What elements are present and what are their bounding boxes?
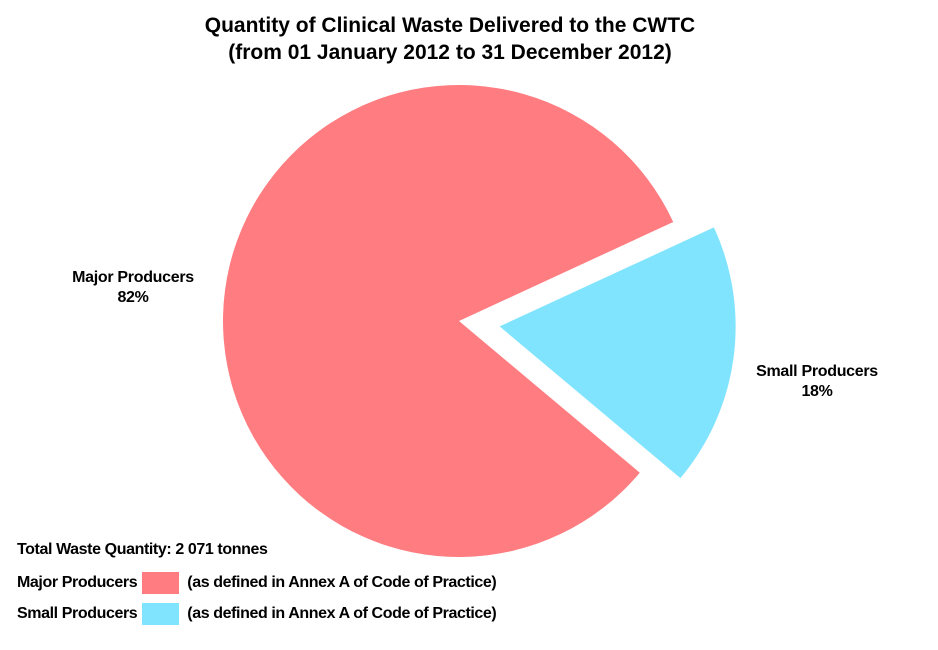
- legend-item-small: Small Producers (as defined in Annex A o…: [17, 603, 497, 625]
- label-major: Major Producers 82%: [50, 268, 216, 308]
- total-quantity: Total Waste Quantity: 2 071 tonnes: [17, 541, 268, 558]
- label-small-pct: 18%: [801, 383, 833, 400]
- legend-label-small: Small Producers: [17, 605, 138, 622]
- legend-note-major: (as defined in Annex A of Code of Practi…: [187, 574, 497, 591]
- label-major-name: Major Producers: [72, 269, 194, 286]
- legend-item-major: Major Producers (as defined in Annex A o…: [17, 572, 497, 594]
- pie-slice-major-producers: [222, 85, 674, 558]
- legend-label-major: Major Producers: [17, 574, 138, 591]
- pie-slice-small-producers: [499, 227, 736, 479]
- legend-swatch-major: [142, 572, 180, 594]
- label-small: Small Producers 18%: [734, 362, 900, 402]
- legend-swatch-small: [142, 603, 180, 625]
- chart-title-line1: Quantity of Clinical Waste Delivered to …: [204, 14, 696, 37]
- label-major-pct: 82%: [117, 289, 149, 306]
- chart-title-line2: (from 01 January 2012 to 31 December 201…: [228, 41, 672, 64]
- label-small-name: Small Producers: [756, 363, 878, 380]
- legend-note-small: (as defined in Annex A of Code of Practi…: [187, 605, 497, 622]
